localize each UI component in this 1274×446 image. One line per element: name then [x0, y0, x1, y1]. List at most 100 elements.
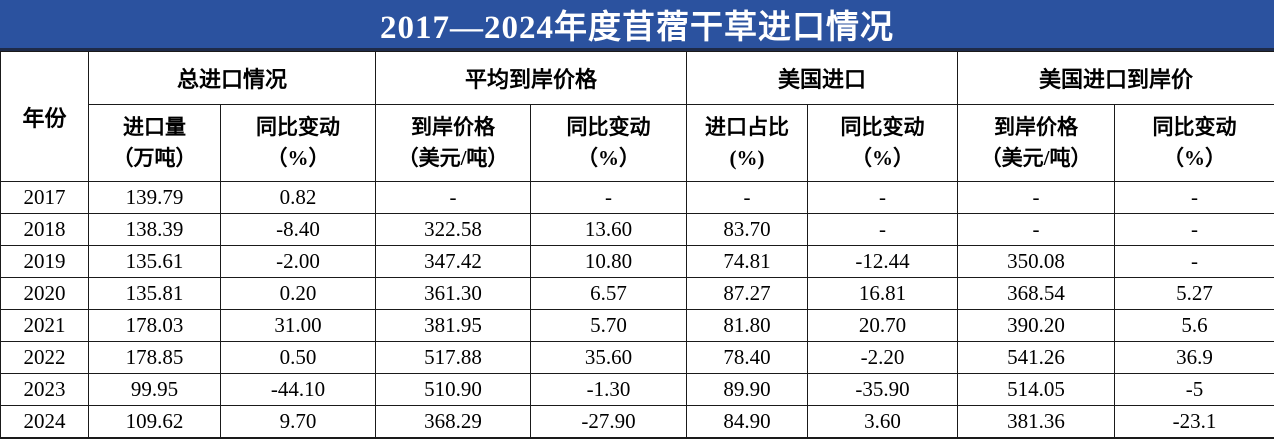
subheader-line2: （万吨）: [112, 146, 197, 170]
table-row: 2017 139.79 0.82- - - - - -: [0, 181, 1274, 214]
value-cell: 83.70: [686, 213, 809, 246]
subheader-line2: （%）: [851, 146, 915, 170]
header-group-us-import: 美国进口: [686, 51, 959, 105]
table-row: 2023 99.95 -44.10 510.90 -1.30 89.90 -35.90 514…: [0, 373, 1274, 406]
table-body: 2017 139.79 0.82- - - - - -2018 138.39 -8.40 322.5…: [0, 181, 1274, 439]
subheader-line2: (%): [729, 146, 765, 170]
subheader-line1: 同比变动: [256, 114, 340, 139]
value-cell: 0.82: [219, 181, 377, 214]
value-cell: -: [807, 213, 959, 246]
value-cell: 36.9: [1114, 341, 1274, 374]
value-cell: -: [686, 181, 809, 214]
table-row: 2021 178.03 31.00 381.95 5.70 81.80 20.70 390.2…: [0, 309, 1274, 342]
table-header: 年份 总进口情况 平均到岸价格 美国进口 美国进口到岸价 进口量 （万吨） 同比…: [0, 51, 1274, 182]
table-row: 2018 138.39 -8.40 322.58 13.60 83.70- - -: [0, 213, 1274, 246]
value-cell: 0.20: [219, 277, 377, 310]
value-cell: -: [807, 181, 959, 214]
value-cell: 99.95: [88, 373, 221, 406]
value-cell: 13.60: [530, 213, 688, 246]
subheader-line1: 同比变动: [1152, 114, 1237, 139]
value-cell: 138.39: [88, 213, 221, 246]
value-cell: 3.60: [807, 405, 959, 439]
year-cell: 2021: [0, 309, 89, 342]
value-cell: 87.27: [686, 277, 809, 310]
year-cell: 2018: [0, 213, 89, 246]
value-cell: 78.40: [686, 341, 809, 374]
subheader-line2: （美元/吨）: [980, 146, 1092, 170]
value-cell: -1.30: [530, 373, 688, 406]
subheader-line1: 进口量: [123, 114, 186, 139]
value-cell: -23.1: [1114, 405, 1274, 439]
table-row: 2020 135.81 0.20 361.30 6.57 87.27 16.81 368.54…: [0, 277, 1274, 310]
value-cell: -: [1114, 245, 1274, 278]
value-cell: 135.61: [88, 245, 221, 278]
subheader-line2: （美元/吨）: [397, 146, 509, 170]
import-data-table: 年份 总进口情况 平均到岸价格 美国进口 美国进口到岸价 进口量 （万吨） 同比…: [0, 51, 1274, 439]
value-cell: 517.88: [375, 341, 532, 374]
value-cell: -35.90: [807, 373, 959, 406]
header-year: 年份: [0, 51, 89, 182]
table-row: 2024 109.62 9.70 368.29 -27.90 84.90 3.60 381.3…: [0, 405, 1274, 439]
value-cell: 20.70: [807, 309, 959, 342]
value-cell: 89.90: [686, 373, 809, 406]
value-cell: 35.60: [530, 341, 688, 374]
subheader-line1: 同比变动: [840, 114, 925, 139]
value-cell: -: [957, 181, 1116, 214]
value-cell: -: [1114, 181, 1274, 214]
value-cell: 109.62: [88, 405, 221, 439]
value-cell: 368.54: [957, 277, 1116, 310]
year-cell: 2022: [0, 341, 89, 374]
value-cell: 9.70: [219, 405, 377, 439]
value-cell: -44.10: [219, 373, 377, 406]
year-cell: 2017: [0, 181, 89, 214]
subheader-us-cif-price: 到岸价格 （美元/吨）: [957, 104, 1116, 182]
value-cell: 381.36: [957, 405, 1116, 439]
value-cell: -5: [1114, 373, 1274, 406]
value-cell: 16.81: [807, 277, 959, 310]
value-cell: -27.90: [530, 405, 688, 439]
subheader-yoy-change-price: 同比变动 （%）: [530, 104, 688, 182]
header-group-us-cif-price: 美国进口到岸价: [957, 51, 1274, 105]
value-cell: -2.00: [219, 245, 377, 278]
page-title: 2017—2024年度苜蓿干草进口情况: [380, 10, 894, 46]
value-cell: 347.42: [375, 245, 532, 278]
value-cell: 31.00: [219, 309, 377, 342]
value-cell: 322.58: [375, 213, 532, 246]
value-cell: -: [530, 181, 688, 214]
value-cell: 139.79: [88, 181, 221, 214]
value-cell: -: [1114, 213, 1274, 246]
value-cell: 84.90: [686, 405, 809, 439]
value-cell: 514.05: [957, 373, 1116, 406]
subheader-yoy-change-volume: 同比变动 （%）: [219, 104, 377, 182]
subheader-line2: （%）: [266, 146, 330, 170]
value-cell: -12.44: [807, 245, 959, 278]
year-cell: 2020: [0, 277, 89, 310]
value-cell: -8.40: [219, 213, 377, 246]
value-cell: 74.81: [686, 245, 809, 278]
value-cell: 361.30: [375, 277, 532, 310]
value-cell: 510.90: [375, 373, 532, 406]
subheader-import-volume: 进口量 （万吨）: [88, 104, 221, 182]
value-cell: 178.03: [88, 309, 221, 342]
subheader-yoy-change-share: 同比变动 （%）: [807, 104, 959, 182]
value-cell: 5.27: [1114, 277, 1274, 310]
value-cell: -: [375, 181, 532, 214]
value-cell: 390.20: [957, 309, 1116, 342]
subheader-yoy-change-us-price: 同比变动 （%）: [1114, 104, 1274, 182]
value-cell: 135.81: [88, 277, 221, 310]
header-group-avg-cif-price: 平均到岸价格: [375, 51, 688, 105]
value-cell: -: [957, 213, 1116, 246]
header-group-total-import: 总进口情况: [87, 51, 377, 105]
sub-header-row: 进口量 （万吨） 同比变动 （%） 到岸价格 （美元/吨） 同比变动 （%） 进…: [1, 104, 1274, 182]
value-cell: 10.80: [530, 245, 688, 278]
subheader-line1: 同比变动: [566, 114, 651, 139]
table-row: 2022 178.85 0.50 517.88 35.60 78.40 -2.20 541.2…: [0, 341, 1274, 374]
table-row: 2019 135.61 -2.00 347.42 10.80 74.81 -12.44 350…: [0, 245, 1274, 278]
subheader-cif-price: 到岸价格 （美元/吨）: [375, 104, 532, 182]
value-cell: 350.08: [957, 245, 1116, 278]
subheader-line2: （%）: [1163, 146, 1227, 170]
subheader-line1: 到岸价格: [994, 114, 1079, 139]
value-cell: 541.26: [957, 341, 1116, 374]
subheader-line1: 到岸价格: [411, 114, 496, 139]
